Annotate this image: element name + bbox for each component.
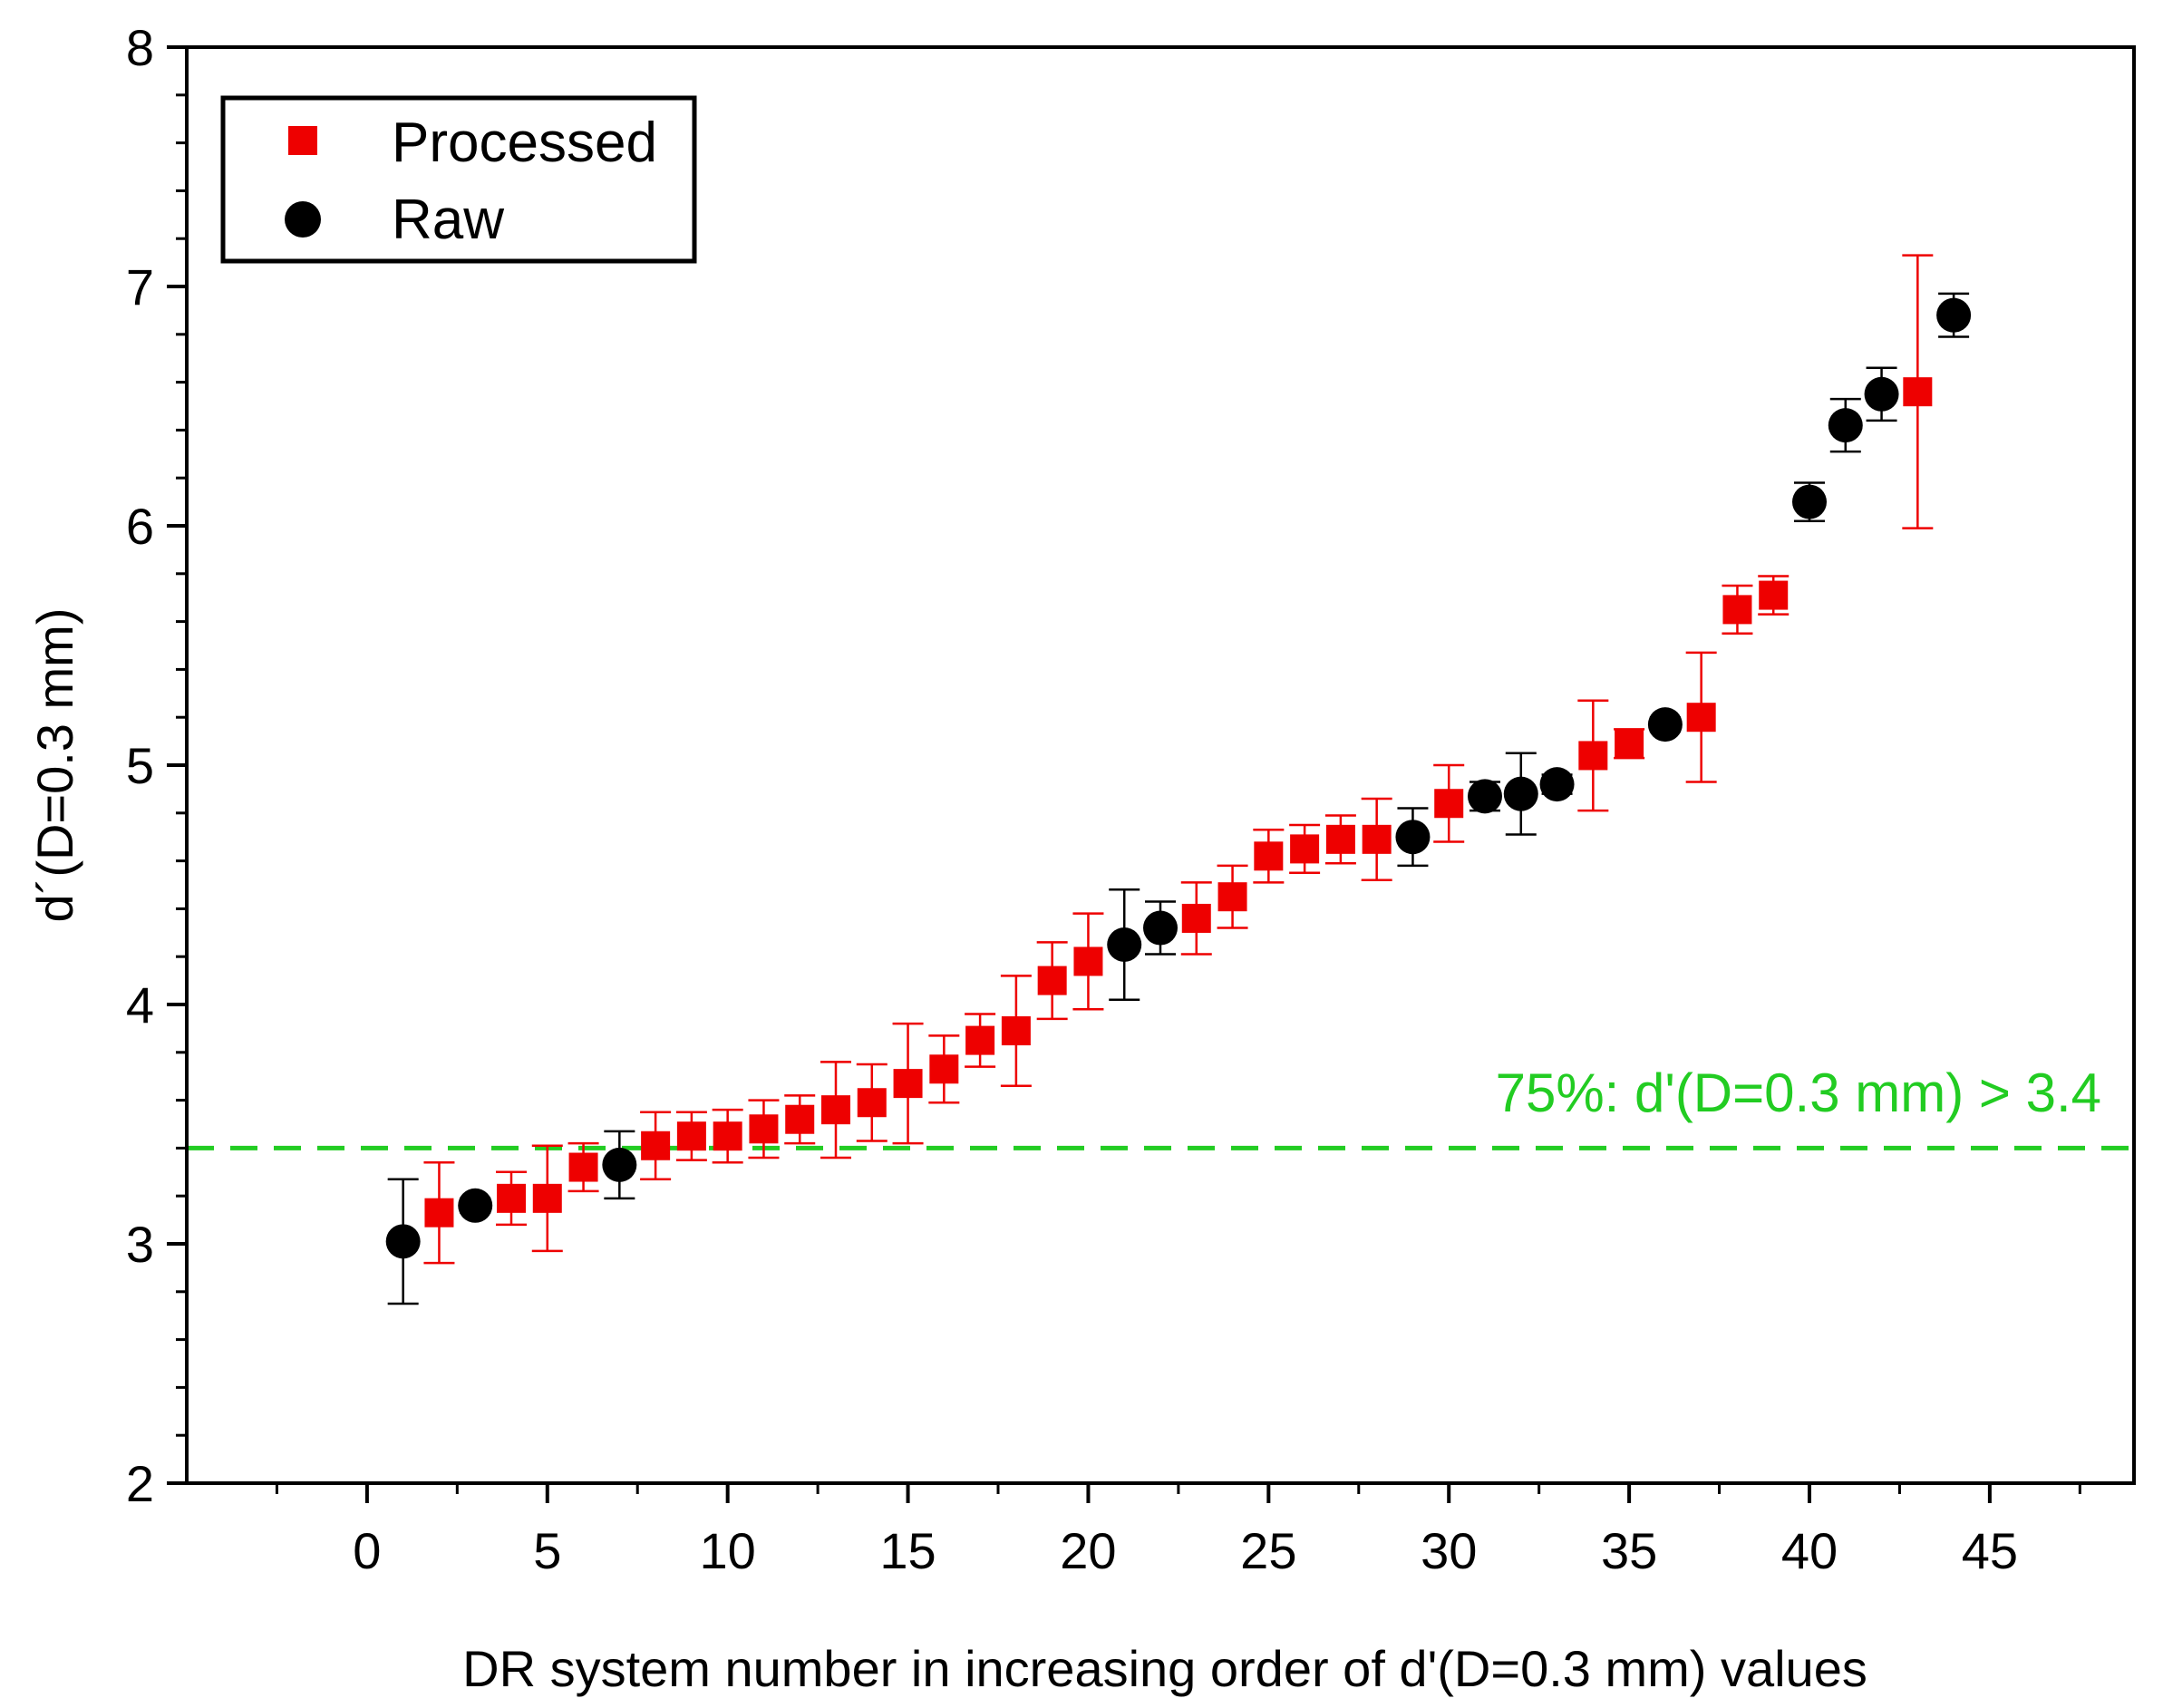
legend: Processed Raw — [220, 95, 697, 264]
y-tick-label: 3 — [126, 1216, 154, 1273]
point-processed — [568, 1152, 598, 1182]
y-tick-label: 4 — [126, 976, 154, 1034]
x-tick-label: 30 — [1421, 1522, 1477, 1579]
point-processed — [1759, 580, 1789, 610]
point-raw — [1936, 297, 1972, 333]
x-axis-title: DR system number in increasing order of … — [462, 1640, 1867, 1697]
x-tick-label: 0 — [353, 1522, 381, 1579]
x-tick-label: 35 — [1601, 1522, 1657, 1579]
point-processed — [821, 1095, 850, 1125]
point-raw — [385, 1224, 421, 1259]
point-processed — [1037, 966, 1067, 995]
y-tick-label: 2 — [126, 1455, 154, 1512]
point-processed — [1686, 703, 1716, 733]
point-processed — [1254, 841, 1284, 871]
legend-label-raw: Raw — [392, 189, 504, 251]
point-processed — [641, 1131, 671, 1160]
point-processed — [1073, 946, 1103, 976]
point-processed — [965, 1025, 995, 1055]
point-processed — [1217, 882, 1247, 912]
point-processed — [1722, 595, 1752, 625]
point-processed — [1578, 741, 1608, 771]
y-tick-label: 7 — [126, 258, 154, 315]
legend-marker-raw — [285, 201, 321, 238]
point-raw — [1864, 376, 1899, 412]
point-processed — [749, 1114, 779, 1144]
point-raw — [1792, 484, 1827, 519]
point-raw — [458, 1188, 493, 1223]
point-raw — [1143, 910, 1178, 946]
point-raw — [1647, 707, 1683, 742]
point-processed — [497, 1183, 526, 1213]
point-processed — [713, 1121, 742, 1151]
point-processed — [1325, 824, 1355, 854]
point-raw — [1468, 779, 1502, 814]
point-raw — [1107, 927, 1142, 962]
plot-frame — [185, 45, 2136, 1485]
point-raw — [1539, 767, 1575, 802]
point-processed — [1903, 377, 1933, 407]
x-tick-label: 5 — [533, 1522, 561, 1579]
point-raw — [1828, 408, 1863, 443]
point-processed — [1001, 1016, 1031, 1046]
point-processed — [929, 1054, 959, 1084]
x-tick-label: 45 — [1962, 1522, 2018, 1579]
y-tick-label: 6 — [126, 498, 154, 555]
point-raw — [602, 1147, 637, 1182]
point-raw — [1503, 776, 1538, 811]
point-processed — [1615, 729, 1644, 759]
point-processed — [532, 1183, 562, 1213]
x-tick-label: 20 — [1060, 1522, 1116, 1579]
point-processed — [676, 1121, 706, 1151]
point-processed — [785, 1104, 815, 1134]
point-processed — [424, 1198, 454, 1228]
point-raw — [1395, 820, 1431, 855]
x-tick-label: 40 — [1781, 1522, 1838, 1579]
data-points — [385, 297, 1972, 1259]
point-processed — [857, 1088, 887, 1118]
x-tick-label: 15 — [879, 1522, 936, 1579]
point-processed — [1434, 789, 1464, 819]
legend-label-processed: Processed — [392, 112, 657, 174]
y-axis-title: d´(D=0.3 mm) — [26, 608, 83, 923]
threshold-label: 75%: d'(D=0.3 mm) > 3.4 — [1496, 1063, 2101, 1123]
point-processed — [893, 1069, 923, 1099]
point-processed — [1181, 903, 1211, 933]
point-processed — [1290, 834, 1320, 864]
point-processed — [1362, 824, 1392, 854]
legend-marker-processed — [288, 126, 317, 155]
x-tick-label: 25 — [1240, 1522, 1296, 1579]
y-tick-label: 5 — [126, 737, 154, 794]
x-tick-label: 10 — [700, 1522, 756, 1579]
y-tick-label: 8 — [126, 19, 154, 76]
